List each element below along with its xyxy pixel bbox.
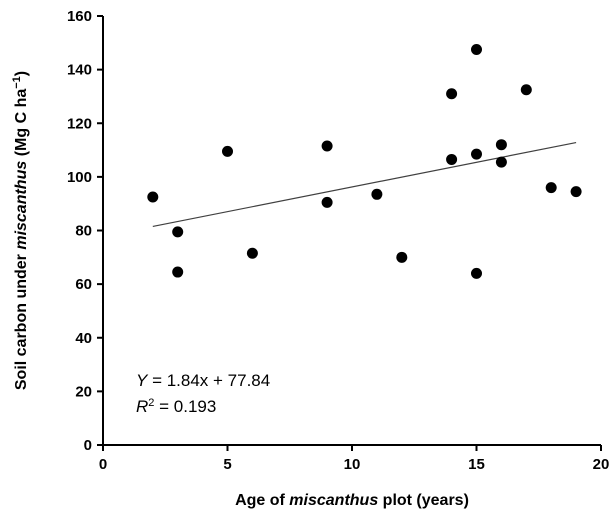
data-point <box>446 153 458 165</box>
equation-text: = 1.84x + 77.84 <box>147 371 270 390</box>
axis-title-part: ) <box>13 71 30 76</box>
axis-title-part: Age of <box>235 492 289 509</box>
data-point <box>222 145 233 157</box>
r-squared-variable: R <box>136 397 148 416</box>
data-point <box>570 186 582 198</box>
x-tick-label: 5 <box>223 456 231 473</box>
data-point <box>471 44 482 56</box>
y-tick-label: 140 <box>67 62 92 79</box>
equation-variable: Y <box>136 371 149 390</box>
data-point <box>321 140 333 152</box>
data-points <box>147 44 582 279</box>
axis-title-part: −1 <box>11 76 23 89</box>
data-point <box>147 191 159 203</box>
data-point <box>471 148 482 160</box>
data-point <box>545 182 557 194</box>
axis-title-part: miscanthus <box>289 492 378 509</box>
equation-annotation: Y = 1.84x + 77.84 <box>136 371 270 390</box>
y-tick-label: 0 <box>84 437 92 454</box>
data-point <box>396 251 408 263</box>
y-tick-label: 20 <box>75 383 92 400</box>
axis-title-part: miscanthus <box>13 161 30 250</box>
axis-title-part: Soil carbon under <box>13 250 30 390</box>
axis-title-part: (Mg C ha <box>13 89 30 161</box>
y-tick-label: 160 <box>67 8 92 25</box>
trendline <box>152 141 577 228</box>
ticks: 0 20 40 60 80 100 120 140 160 0 5 10 15 20 <box>67 8 609 473</box>
y-tick-label: 60 <box>75 276 92 293</box>
r-squared-text: = 0.193 <box>154 397 216 416</box>
r-squared-annotation: R2 = 0.193 <box>136 397 216 416</box>
data-point <box>495 139 507 151</box>
data-point <box>246 247 258 259</box>
data-point <box>446 88 458 100</box>
x-tick-label: 0 <box>99 456 107 473</box>
x-tick-label: 10 <box>344 456 361 473</box>
x-tick-label: 20 <box>593 456 610 473</box>
y-tick-label: 40 <box>75 330 92 347</box>
axis-title-part: plot (years) <box>378 492 469 509</box>
data-point <box>172 266 184 278</box>
data-point <box>495 156 507 168</box>
data-point <box>520 84 532 96</box>
y-tick-label: 80 <box>75 223 92 240</box>
data-point <box>321 196 333 208</box>
y-tick-label: 100 <box>67 169 92 186</box>
data-point <box>371 188 383 200</box>
x-tick-label: 15 <box>468 456 485 473</box>
data-point <box>172 226 184 238</box>
r-squared-exponent: 2 <box>148 397 154 409</box>
y-tick-label: 120 <box>67 115 92 132</box>
x-axis-title: Age of miscanthus plot (years) <box>235 492 469 509</box>
y-axis-title: Soil carbon under miscanthus (Mg C ha−1) <box>11 71 30 390</box>
data-point <box>471 267 482 279</box>
